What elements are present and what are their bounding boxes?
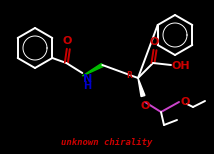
Polygon shape xyxy=(82,63,103,76)
Text: O: O xyxy=(63,36,72,46)
Polygon shape xyxy=(138,78,145,97)
Text: O: O xyxy=(140,101,150,111)
Text: N: N xyxy=(83,74,93,84)
Text: unknown chirality: unknown chirality xyxy=(61,138,153,147)
Text: OH: OH xyxy=(172,61,191,71)
Text: R: R xyxy=(126,71,132,79)
Text: O: O xyxy=(149,37,159,47)
Text: H: H xyxy=(83,81,91,91)
Text: O: O xyxy=(181,97,190,107)
